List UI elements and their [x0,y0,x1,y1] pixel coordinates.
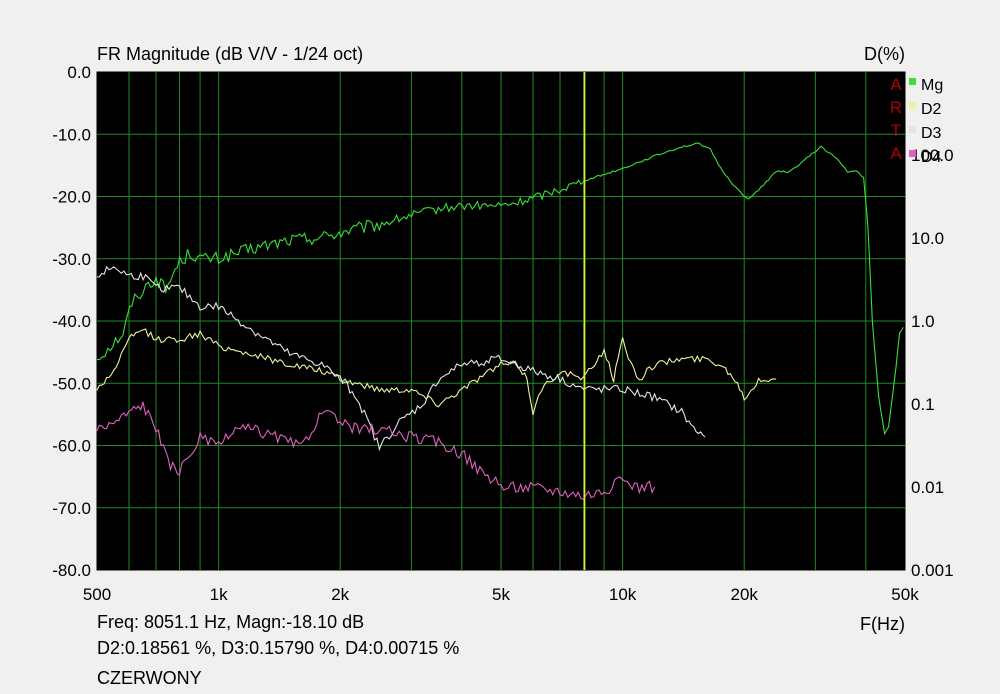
y-tick-label: -20.0 [52,188,91,207]
grid [97,72,905,570]
series-d2-line [96,328,777,416]
y-tick-label: -80.0 [52,561,91,580]
right-axis-title: D(%) [864,44,905,64]
y2-tick-label: 10.0 [911,229,944,248]
y-tick-label: -70.0 [52,499,91,518]
y-tick-label: 0.0 [67,63,91,82]
series-d4-line [96,401,656,500]
y2-tick-label: 100.0 [911,146,954,165]
y-tick-label: -40.0 [52,312,91,331]
readout-label: CZERWONY [97,668,202,688]
legend-swatch-d3 [909,126,916,133]
y2-tick-label: 0.001 [911,561,954,580]
legend-swatch-mg [909,78,916,85]
y-tick-label: -60.0 [52,437,91,456]
x-tick-label: 5k [492,585,510,604]
chart-title: FR Magnitude (dB V/V - 1/24 oct) [97,44,363,64]
y-tick-label: -10.0 [52,125,91,144]
legend-label-d3: D3 [921,125,942,142]
y2-tick-label: 0.01 [911,478,944,497]
legend: Mg D2 D3 D4 [909,77,943,166]
legend-label-mg: Mg [921,77,943,94]
y-tick-label: -30.0 [52,250,91,269]
legend-swatch-d4 [909,150,916,157]
readout-distortion: D2:0.18561 %, D3:0.15790 %, D4:0.00715 % [97,638,460,658]
logo-letter: A [890,75,902,94]
x-tick-label: 1k [210,585,228,604]
y2-tick-label: 1.0 [911,312,935,331]
series-mg-line [97,142,904,436]
readout-freq-magn: Freq: 8051.1 Hz, Magn:-18.10 dB [97,612,365,632]
x-tick-label: 500 [83,585,111,604]
logo-letter: R [890,98,902,117]
x-tick-label: 10k [609,585,637,604]
legend-label-d4: D4 [921,149,942,166]
legend-label-d2: D2 [921,101,942,118]
series-d3-line [96,265,706,452]
x-axis-unit-label: F(Hz) [860,614,905,634]
logo-letter: A [890,144,902,163]
x-tick-label: 2k [331,585,349,604]
logo-letter: T [891,121,901,140]
x-tick-label: 50k [891,585,919,604]
y2-tick-label: 0.1 [911,395,935,414]
x-tick-label: 20k [730,585,758,604]
series-layer [96,142,904,500]
legend-swatch-d2 [909,102,916,109]
axis-labels: 0.0 -10.0 -20.0 -30.0 -40.0 -50.0 -60.0 -70.0 -8… [52,63,953,604]
y-tick-label: -50.0 [52,374,91,393]
